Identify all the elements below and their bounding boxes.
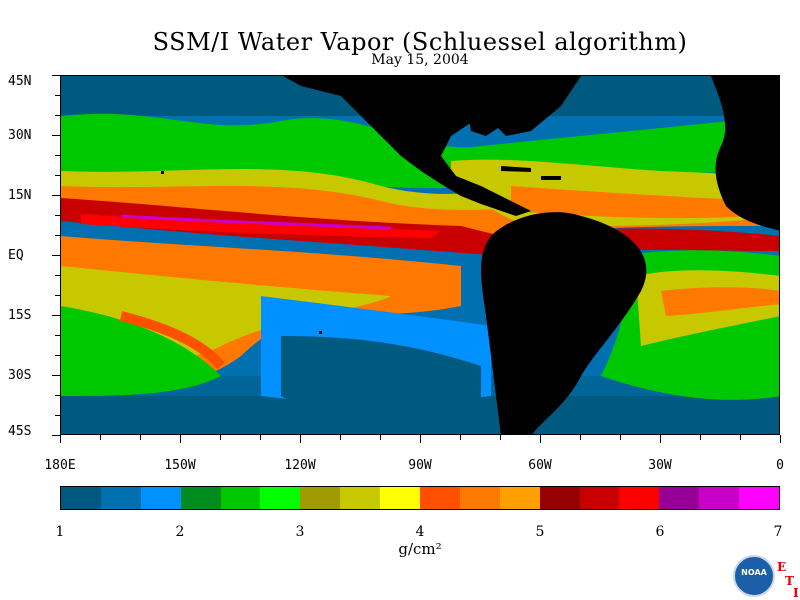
color-scale-bar bbox=[60, 486, 780, 510]
lon-tick bbox=[580, 435, 581, 440]
lon-tick bbox=[540, 435, 541, 443]
lat-tick bbox=[52, 435, 60, 436]
lat-tick bbox=[55, 95, 60, 96]
lon-tick bbox=[780, 435, 781, 443]
lon-tick bbox=[260, 435, 261, 440]
colorbar-swatch-11 bbox=[499, 487, 540, 509]
lat-label-eq: EQ bbox=[8, 248, 24, 263]
colorbar-swatch-8 bbox=[380, 487, 421, 509]
lat-tick bbox=[55, 215, 60, 216]
lat-tick bbox=[55, 175, 60, 176]
colorbar-swatch-6 bbox=[300, 487, 341, 509]
colorbar-swatch-1 bbox=[100, 487, 141, 509]
lat-tick bbox=[55, 355, 60, 356]
eti-mark-i: I bbox=[793, 586, 799, 600]
colorbar-swatch-0 bbox=[61, 487, 101, 509]
lon-label-90w: 90W bbox=[408, 458, 432, 473]
colorbar-tick-7: 7 bbox=[773, 524, 783, 540]
lat-tick bbox=[55, 235, 60, 236]
colorbar-swatch-5 bbox=[260, 487, 301, 509]
eti-mark-e: E bbox=[777, 560, 787, 574]
colorbar-swatch-3 bbox=[180, 487, 221, 509]
noaa-logo-text: NOAA bbox=[741, 568, 767, 577]
noaa-logo: NOAA bbox=[733, 555, 775, 597]
lat-label-30s: 30S bbox=[8, 368, 32, 383]
lat-tick bbox=[55, 155, 60, 156]
lon-tick bbox=[420, 435, 421, 443]
colorbar-swatch-4 bbox=[220, 487, 261, 509]
lon-tick bbox=[140, 435, 141, 440]
lat-tick bbox=[52, 135, 60, 136]
colorbar-tick-2: 2 bbox=[175, 524, 185, 540]
lat-label-15s: 15S bbox=[8, 308, 32, 323]
colorbar-swatch-2 bbox=[140, 487, 181, 509]
eti-mark-t: T bbox=[785, 574, 794, 588]
map-date: May 15, 2004 bbox=[371, 52, 469, 68]
lon-label-0: 0 bbox=[776, 458, 784, 473]
colorbar-swatch-7 bbox=[340, 487, 381, 509]
lat-label-15n: 15N bbox=[8, 188, 32, 203]
lon-tick bbox=[500, 435, 501, 440]
lat-tick bbox=[55, 115, 60, 116]
lat-tick bbox=[52, 75, 60, 76]
colorbar-units: g/cm² bbox=[398, 540, 442, 558]
lon-tick bbox=[660, 435, 661, 443]
colorbar-swatch-14 bbox=[619, 487, 660, 509]
lon-tick bbox=[740, 435, 741, 440]
lat-tick bbox=[52, 315, 60, 316]
water-vapor-map bbox=[60, 75, 780, 435]
colorbar-swatch-13 bbox=[579, 487, 620, 509]
lat-tick bbox=[55, 335, 60, 336]
lat-tick bbox=[52, 375, 60, 376]
colorbar-swatch-15 bbox=[659, 487, 700, 509]
lat-label-30n: 30N bbox=[8, 128, 32, 143]
colorbar-swatch-17 bbox=[739, 487, 780, 509]
africa-land bbox=[711, 76, 779, 231]
colorbar-swatch-10 bbox=[459, 487, 500, 509]
colorbar-swatch-9 bbox=[420, 487, 460, 509]
lon-tick bbox=[180, 435, 181, 443]
south-america-land bbox=[481, 212, 647, 434]
colorbar-tick-4: 4 bbox=[415, 524, 425, 540]
lat-tick bbox=[52, 195, 60, 196]
colorbar-tick-5: 5 bbox=[535, 524, 545, 540]
colorbar-tick-1: 1 bbox=[55, 524, 65, 540]
lon-tick bbox=[100, 435, 101, 440]
lon-tick bbox=[300, 435, 301, 443]
lat-tick bbox=[55, 415, 60, 416]
lon-label-150w: 150W bbox=[164, 458, 196, 473]
colorbar-swatch-12 bbox=[539, 487, 580, 509]
lat-tick bbox=[55, 295, 60, 296]
colorbar-swatch-16 bbox=[699, 487, 740, 509]
lat-tick bbox=[55, 395, 60, 396]
lon-tick bbox=[380, 435, 381, 440]
lon-tick bbox=[220, 435, 221, 440]
lon-tick bbox=[620, 435, 621, 440]
lat-label-45s: 45S bbox=[8, 424, 32, 439]
lon-label-60w: 60W bbox=[528, 458, 552, 473]
lat-tick bbox=[55, 275, 60, 276]
lon-tick bbox=[60, 435, 61, 443]
lon-tick bbox=[340, 435, 341, 440]
lon-label-120w: 120W bbox=[284, 458, 316, 473]
lon-tick bbox=[460, 435, 461, 440]
lat-tick bbox=[52, 255, 60, 256]
colorbar-tick-3: 3 bbox=[295, 524, 305, 540]
lon-label-180e: 180E bbox=[44, 458, 76, 473]
lat-label-45n: 45N bbox=[8, 74, 32, 89]
map-title: SSM/I Water Vapor (Schluessel algorithm) bbox=[152, 28, 688, 56]
lon-tick bbox=[700, 435, 701, 440]
lon-label-30w: 30W bbox=[648, 458, 672, 473]
map-canvas bbox=[61, 76, 779, 434]
colorbar-tick-6: 6 bbox=[655, 524, 665, 540]
